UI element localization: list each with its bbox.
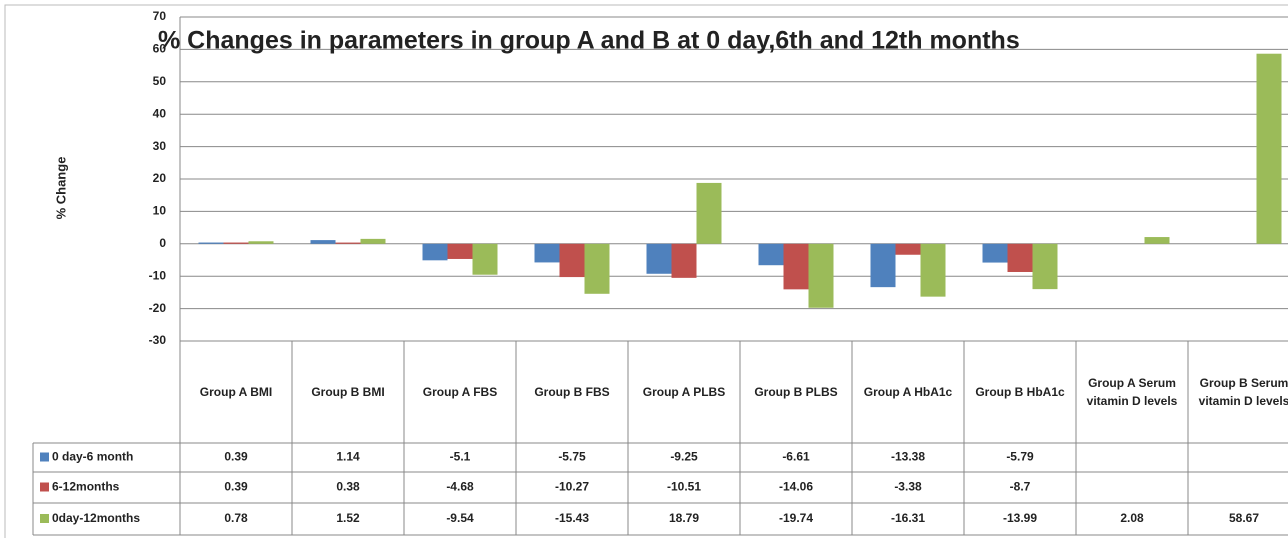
legend-key xyxy=(40,514,49,523)
table-value: -5.79 xyxy=(1006,450,1034,464)
table-value: -15.43 xyxy=(555,511,589,525)
table-value: 58.67 xyxy=(1229,511,1259,525)
bar xyxy=(783,243,809,290)
y-tick-label: 60 xyxy=(153,42,167,56)
bar xyxy=(534,243,560,263)
table-value: 18.79 xyxy=(669,511,699,525)
category-label-box: Group A Serum vitamin D levels xyxy=(1086,376,1178,408)
bar xyxy=(422,243,448,261)
bar xyxy=(758,243,784,266)
category-label-box: Group A FBS xyxy=(422,385,498,399)
category-label: Group B PLBS xyxy=(754,385,838,399)
table-value: -9.25 xyxy=(670,450,698,464)
category-label: Group A BMI xyxy=(199,385,273,399)
bar xyxy=(223,242,249,244)
bar xyxy=(248,241,274,244)
table-value: -16.31 xyxy=(891,511,925,525)
bar xyxy=(1256,53,1282,244)
y-tick-label: 0 xyxy=(159,236,166,250)
category-label: Group B HbA1c xyxy=(975,385,1065,399)
bar xyxy=(1144,237,1170,244)
table-value: 1.52 xyxy=(336,511,360,525)
table-value: 0.39 xyxy=(224,450,248,464)
bar xyxy=(1007,243,1033,272)
table-value: -5.1 xyxy=(450,450,471,464)
category-label-box: Group B FBS xyxy=(534,385,610,399)
bar xyxy=(198,242,224,244)
category-label: Group A Serum vitamin D levels xyxy=(1086,376,1178,408)
table-value: -19.74 xyxy=(779,511,813,525)
chart-title: % Changes in parameters in group A and B… xyxy=(158,27,1020,55)
y-tick-label: -20 xyxy=(149,301,167,315)
bar xyxy=(360,238,386,244)
table-value: -9.54 xyxy=(446,511,474,525)
table-value: 0.78 xyxy=(224,511,248,525)
y-axis-label: % Change xyxy=(53,157,68,220)
legend-key xyxy=(40,452,49,462)
category-label-box: Group B HbA1c xyxy=(975,385,1065,399)
table-value: -10.27 xyxy=(555,480,589,494)
y-tick-label: 30 xyxy=(153,139,167,153)
legend-label: 6-12months xyxy=(52,480,120,494)
bar xyxy=(335,242,361,244)
y-tick-label: 10 xyxy=(153,204,167,218)
category-label: Group B Serum vitamin D levels xyxy=(1198,376,1288,408)
table-value: -3.38 xyxy=(894,480,922,494)
bar xyxy=(696,182,722,244)
bar xyxy=(472,243,498,275)
bar xyxy=(1032,243,1058,290)
bar xyxy=(559,243,585,278)
category-label-box: Group B PLBS xyxy=(754,385,838,399)
category-label: Group B FBS xyxy=(534,385,610,399)
table-value: -6.61 xyxy=(782,450,810,464)
category-label-box: Group B Serum vitamin D levels xyxy=(1198,376,1288,408)
category-label: Group B BMI xyxy=(311,385,385,399)
table-value: -14.06 xyxy=(779,480,813,494)
bar xyxy=(808,243,834,308)
bar xyxy=(310,240,336,244)
category-label: Group A PLBS xyxy=(642,385,726,399)
legend-key xyxy=(40,482,49,492)
y-tick-label: -10 xyxy=(149,268,167,282)
bar xyxy=(895,243,921,255)
table-value: -13.99 xyxy=(1003,511,1037,525)
table-value: 0.38 xyxy=(336,480,360,494)
y-tick-label: 40 xyxy=(153,106,167,120)
category-label-box: Group A PLBS xyxy=(642,385,726,399)
category-label: Group A FBS xyxy=(422,385,498,399)
bar xyxy=(447,243,473,259)
table-value: 0.39 xyxy=(224,480,248,494)
legend-label: 0 day-6 month xyxy=(52,450,133,464)
category-label-box: Group A BMI xyxy=(199,385,273,399)
table-value: -5.75 xyxy=(558,450,586,464)
table-value: 2.08 xyxy=(1120,511,1144,525)
table-value: -10.51 xyxy=(667,480,701,494)
table-value: -8.7 xyxy=(1010,480,1031,494)
y-tick-label: 70 xyxy=(153,9,167,23)
y-tick-label: 50 xyxy=(153,74,167,88)
y-tick-label: -30 xyxy=(149,333,167,347)
legend-label: 0day-12months xyxy=(52,511,140,525)
category-label: Group A HbA1c xyxy=(863,385,953,399)
table-value: 1.14 xyxy=(336,450,360,464)
bar xyxy=(870,243,896,288)
category-label-box: Group B BMI xyxy=(311,385,385,399)
y-tick-label: 20 xyxy=(153,171,167,185)
bar xyxy=(671,243,697,278)
table-value: -13.38 xyxy=(891,450,925,464)
category-label-box: Group A HbA1c xyxy=(863,385,953,399)
bar xyxy=(982,243,1008,263)
table-value: -4.68 xyxy=(446,480,474,494)
bar xyxy=(646,243,672,274)
bar xyxy=(920,243,946,297)
bar xyxy=(584,243,610,294)
